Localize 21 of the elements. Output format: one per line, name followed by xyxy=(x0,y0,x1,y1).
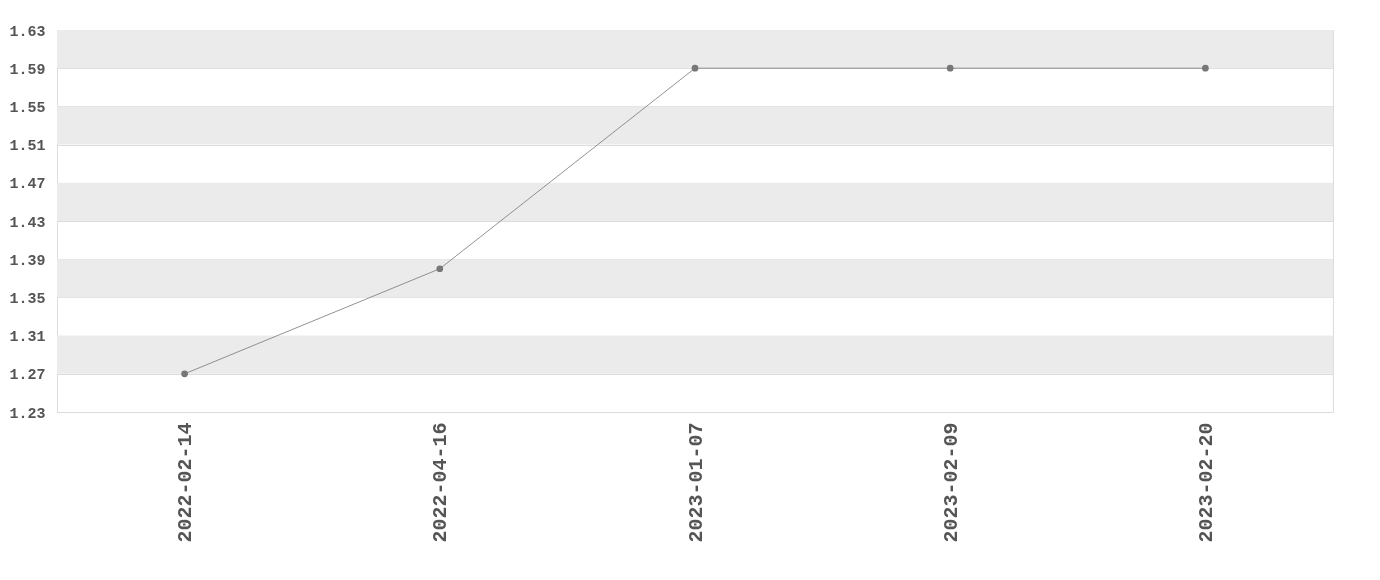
x-tick-label: 2022-02-14 xyxy=(174,422,198,543)
point xyxy=(691,64,699,72)
y-tick-label: 1.27 xyxy=(9,367,46,385)
point xyxy=(436,265,444,273)
y-tick-label: 1.59 xyxy=(9,61,46,79)
y-tick-label: 1.47 xyxy=(9,176,46,194)
x-tick-label: 2023-02-09 xyxy=(939,422,963,543)
point xyxy=(1202,64,1209,72)
y-tick-label: 1.35 xyxy=(9,290,46,308)
y-tick-label: 1.63 xyxy=(9,23,46,41)
y-tick-label: 1.43 xyxy=(9,214,46,232)
y-tick-label: 1.23 xyxy=(9,405,46,423)
point xyxy=(946,64,954,72)
x-tick-label: 2023-02-20 xyxy=(1194,422,1218,543)
y-tick-label: 1.31 xyxy=(9,329,46,347)
point xyxy=(181,370,188,378)
y-tick-label: 1.51 xyxy=(9,138,46,156)
y-tick-label: 1.55 xyxy=(9,99,46,117)
x-tick-label: 2022-04-16 xyxy=(429,422,453,543)
x-tick-label: 2023-01-07 xyxy=(684,422,708,543)
y-tick-label: 1.39 xyxy=(9,252,46,270)
